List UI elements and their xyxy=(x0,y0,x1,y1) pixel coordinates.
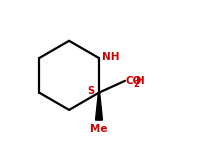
Text: CO: CO xyxy=(125,76,141,86)
Text: Me: Me xyxy=(90,124,107,134)
Text: S: S xyxy=(86,86,93,96)
Text: H: H xyxy=(135,76,144,86)
Text: 2: 2 xyxy=(133,80,138,89)
Text: NH: NH xyxy=(101,52,119,62)
Polygon shape xyxy=(95,93,102,120)
